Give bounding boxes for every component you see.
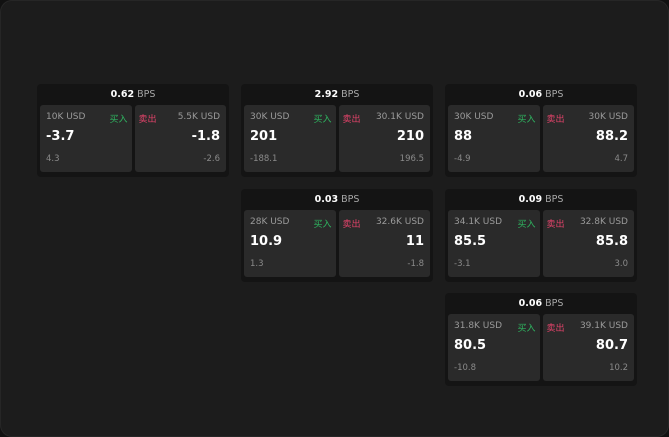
buy-label: 买入	[517, 324, 536, 334]
buy-change: -4.9	[454, 154, 471, 164]
sell-amount: 30K USD	[588, 112, 628, 122]
quote-panel: 0.06 BPS 31.8K USD 买入 80.5 -10.8 39.1K US…	[445, 293, 637, 386]
buy-price: 85.5	[454, 234, 487, 249]
spread-unit: BPS	[341, 194, 360, 205]
spread-unit: BPS	[137, 89, 156, 100]
sell-price: 210	[396, 129, 424, 144]
sell-change: 10.2	[609, 363, 628, 373]
buy-change: -188.1	[250, 154, 278, 164]
buy-amount: 34.1K USD	[454, 217, 503, 227]
sell-label: 卖出	[138, 115, 157, 125]
sell-amount: 5.5K USD	[177, 112, 220, 122]
sell-change: 3.0	[614, 259, 628, 269]
buy-amount: 30K USD	[250, 112, 290, 122]
sell-label: 卖出	[546, 324, 565, 334]
buy-change: 4.3	[46, 154, 60, 164]
sell-label: 卖出	[546, 115, 565, 125]
sell-label: 卖出	[342, 220, 361, 230]
spread-unit: BPS	[545, 89, 564, 100]
spread-header: 0.03 BPS	[241, 189, 433, 210]
spread-unit: BPS	[545, 194, 564, 205]
buy-label: 买入	[517, 115, 536, 125]
quote-panel: 0.03 BPS 28K USD 买入 10.9 1.3 32.6K USD 卖出…	[241, 189, 433, 282]
buy-change: -10.8	[454, 363, 476, 373]
sell-label: 卖出	[546, 220, 565, 230]
buy-price: -3.7	[46, 129, 75, 144]
spread-header: 2.92 BPS	[241, 84, 433, 105]
sell-amount: 39.1K USD	[579, 321, 628, 331]
buy-amount: 31.8K USD	[454, 321, 503, 331]
sell-price: 85.8	[595, 234, 628, 249]
sell-quote-button[interactable]: 32.6K USD 卖出 11 -1.8	[338, 210, 430, 277]
sell-price: 88.2	[595, 129, 628, 144]
quote-panel: 0.62 BPS 10K USD 买入 -3.7 4.3 5.5K USD 卖出 …	[37, 84, 229, 177]
sell-quote-button[interactable]: 5.5K USD 卖出 -1.8 -2.6	[134, 105, 226, 172]
sell-quote-button[interactable]: 32.8K USD 卖出 85.8 3.0	[542, 210, 634, 277]
buy-quote-button[interactable]: 31.8K USD 买入 80.5 -10.8	[448, 314, 540, 381]
buy-amount: 30K USD	[454, 112, 494, 122]
spread-unit: BPS	[545, 298, 564, 309]
buy-quote-button[interactable]: 34.1K USD 买入 85.5 -3.1	[448, 210, 540, 277]
quote-panel: 0.09 BPS 34.1K USD 买入 85.5 -3.1 32.8K USD…	[445, 189, 637, 282]
spread-header: 0.06 BPS	[445, 293, 637, 314]
buy-label: 买入	[517, 220, 536, 230]
sell-amount: 32.8K USD	[579, 217, 628, 227]
sell-amount: 30.1K USD	[375, 112, 424, 122]
buy-quote-button[interactable]: 10K USD 买入 -3.7 4.3	[40, 105, 132, 172]
buy-price: 201	[250, 129, 278, 144]
sell-price: 11	[405, 234, 424, 249]
spread-unit: BPS	[341, 89, 360, 100]
spread-value: 0.06	[518, 89, 543, 100]
buy-quote-button[interactable]: 28K USD 买入 10.9 1.3	[244, 210, 336, 277]
buy-label: 买入	[313, 220, 332, 230]
sell-label: 卖出	[342, 115, 361, 125]
sell-change: -2.6	[203, 154, 220, 164]
spread-value: 0.03	[314, 194, 339, 205]
sell-price: -1.8	[191, 129, 220, 144]
sell-quote-button[interactable]: 30K USD 卖出 88.2 4.7	[542, 105, 634, 172]
spread-value: 0.62	[110, 89, 135, 100]
sell-quote-button[interactable]: 30.1K USD 卖出 210 196.5	[338, 105, 430, 172]
buy-amount: 10K USD	[46, 112, 86, 122]
sell-change: 4.7	[614, 154, 628, 164]
spread-value: 0.09	[518, 194, 543, 205]
sell-amount: 32.6K USD	[375, 217, 424, 227]
sell-quote-button[interactable]: 39.1K USD 卖出 80.7 10.2	[542, 314, 634, 381]
buy-quote-button[interactable]: 30K USD 买入 201 -188.1	[244, 105, 336, 172]
sell-change: -1.8	[407, 259, 424, 269]
sell-change: 196.5	[399, 154, 424, 164]
buy-price: 88	[454, 129, 473, 144]
spread-header: 0.62 BPS	[37, 84, 229, 105]
buy-amount: 28K USD	[250, 217, 290, 227]
buy-label: 买入	[109, 115, 128, 125]
buy-price: 80.5	[454, 338, 487, 353]
spread-value: 2.92	[314, 89, 339, 100]
quote-panel: 2.92 BPS 30K USD 买入 201 -188.1 30.1K USD …	[241, 84, 433, 177]
buy-label: 买入	[313, 115, 332, 125]
sell-price: 80.7	[595, 338, 628, 353]
buy-quote-button[interactable]: 30K USD 买入 88 -4.9	[448, 105, 540, 172]
buy-change: -3.1	[454, 259, 471, 269]
buy-change: 1.3	[250, 259, 264, 269]
spread-header: 0.06 BPS	[445, 84, 637, 105]
spread-value: 0.06	[518, 298, 543, 309]
spread-header: 0.09 BPS	[445, 189, 637, 210]
buy-price: 10.9	[250, 234, 283, 249]
quote-panel: 0.06 BPS 30K USD 买入 88 -4.9 30K USD 卖出 88…	[445, 84, 637, 177]
